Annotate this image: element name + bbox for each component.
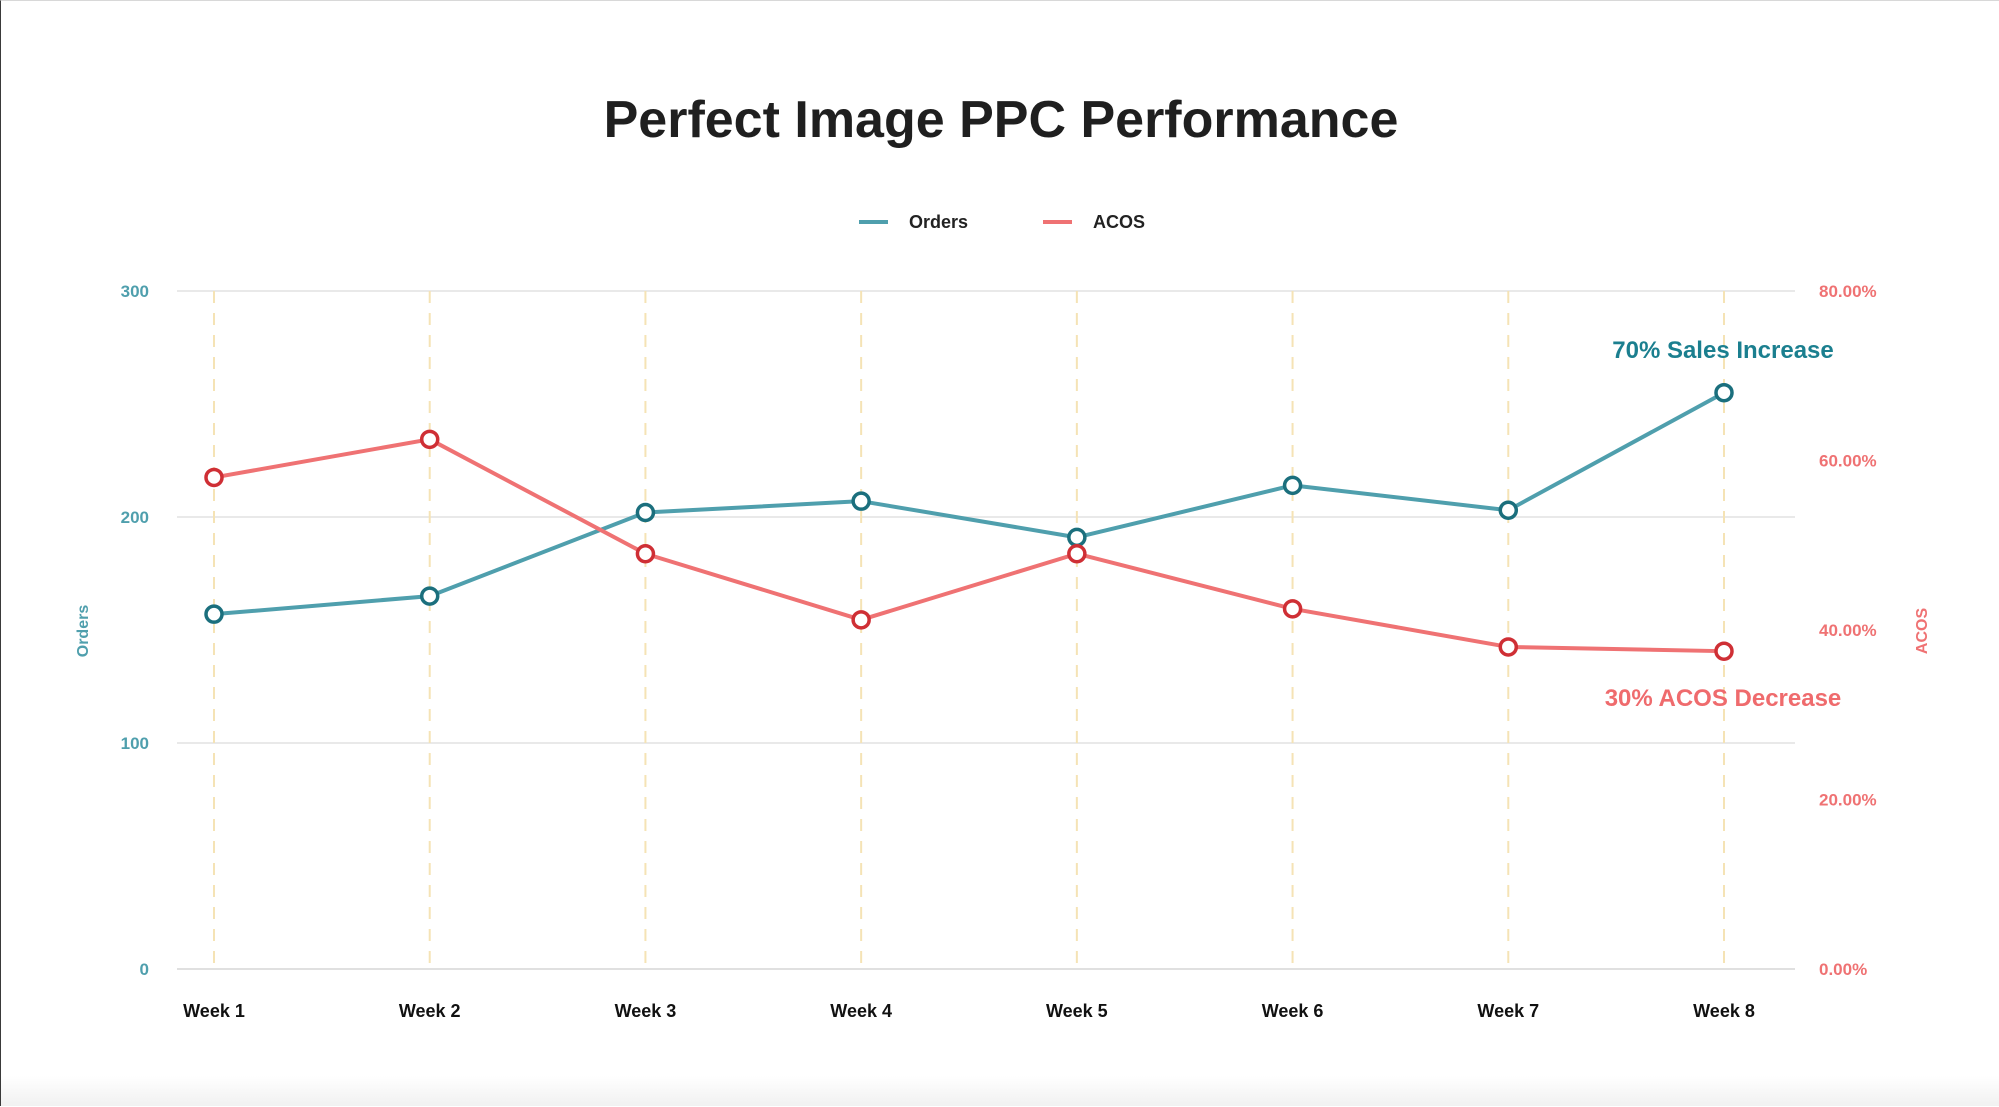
data-point-orders bbox=[635, 502, 656, 523]
x-tick-label: Week 6 bbox=[1262, 1001, 1324, 1021]
data-point-orders bbox=[851, 491, 871, 511]
label-layer: Perfect Image PPC Performance Orders ACO… bbox=[75, 91, 1931, 1021]
data-point-acos bbox=[1714, 641, 1734, 661]
data-point-acos bbox=[635, 543, 656, 564]
y-tick-label-left: 200 bbox=[121, 508, 149, 527]
data-point-orders bbox=[1067, 527, 1087, 548]
x-tick-label: Week 8 bbox=[1693, 1001, 1755, 1021]
data-point-acos bbox=[419, 429, 440, 450]
y-tick-label-left: 0 bbox=[140, 960, 149, 979]
annotation-sales-increase: 70% Sales Increase bbox=[1612, 337, 1834, 364]
data-point-acos bbox=[1282, 599, 1303, 619]
y-tick-label-left: 300 bbox=[121, 282, 149, 301]
x-tick-label: Week 5 bbox=[1046, 1001, 1108, 1021]
x-tick-label: Week 3 bbox=[615, 1001, 677, 1021]
data-point-orders bbox=[1498, 500, 1519, 520]
data-point-acos bbox=[1498, 637, 1519, 657]
week-guide-layer bbox=[213, 291, 1725, 969]
data-point-acos bbox=[1067, 543, 1087, 564]
chart-title: Perfect Image PPC Performance bbox=[604, 91, 1399, 149]
y-axis-label-right: ACOS bbox=[1914, 608, 1931, 655]
data-point-orders bbox=[1714, 382, 1734, 403]
series-line-orders bbox=[213, 390, 1725, 617]
y-tick-label-right: 40.00% bbox=[1819, 621, 1877, 640]
y-tick-label-right: 0.00% bbox=[1819, 960, 1867, 979]
marker-layer bbox=[204, 382, 1734, 661]
x-tick-label: Week 2 bbox=[399, 1001, 461, 1021]
y-tick-label-right: 80.00% bbox=[1819, 282, 1877, 301]
legend-label-orders: Orders bbox=[909, 212, 968, 232]
x-tick-label: Week 7 bbox=[1477, 1001, 1539, 1021]
y-tick-label-right: 60.00% bbox=[1819, 452, 1877, 471]
bottom-shadow bbox=[1, 1076, 1999, 1106]
grid-layer bbox=[177, 290, 1795, 970]
y-axis-label-left: Orders bbox=[75, 605, 92, 658]
data-point-acos bbox=[851, 610, 871, 630]
series-layer bbox=[213, 390, 1725, 654]
annotation-acos-decrease: 30% ACOS Decrease bbox=[1605, 685, 1842, 712]
data-point-orders bbox=[204, 604, 224, 624]
series-line-acos bbox=[213, 437, 1725, 654]
y-tick-label-left: 100 bbox=[121, 734, 149, 753]
x-tick-label: Week 4 bbox=[830, 1001, 892, 1021]
x-tick-label: Week 1 bbox=[183, 1001, 245, 1021]
legend-label-acos: ACOS bbox=[1093, 212, 1145, 232]
data-point-acos bbox=[204, 467, 224, 488]
y-tick-label-right: 20.00% bbox=[1819, 791, 1877, 810]
data-point-orders bbox=[1282, 475, 1303, 496]
legend: Orders ACOS bbox=[859, 212, 1145, 232]
data-point-orders bbox=[419, 586, 440, 606]
